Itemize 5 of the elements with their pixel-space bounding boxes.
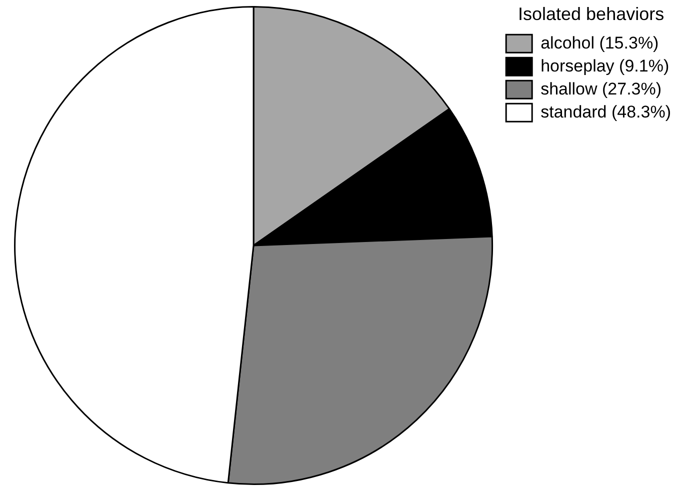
legend-label: alcohol (15.3%) xyxy=(540,33,659,52)
legend-label: shallow (27.3%) xyxy=(540,79,662,98)
legend-label: standard (48.3%) xyxy=(540,102,671,122)
legend-label: horseplay (9.1%) xyxy=(540,56,670,76)
legend-title: Isolated behaviors xyxy=(518,4,664,24)
